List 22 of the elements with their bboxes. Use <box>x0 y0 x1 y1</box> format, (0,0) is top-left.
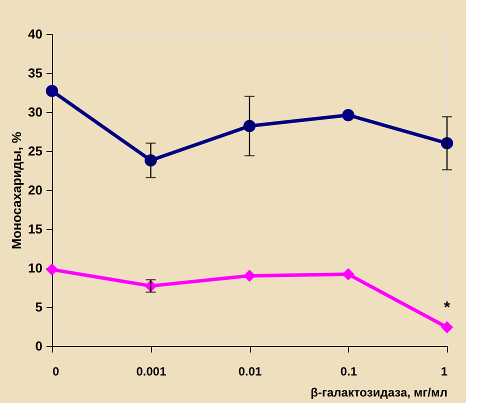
x-tick-label: 0 <box>52 364 60 378</box>
x-axis-title: β-галактозидаза, мг/мл <box>310 386 448 400</box>
point <box>342 268 354 280</box>
y-tick-label: 10 <box>28 260 42 276</box>
x-tick-label: 0.01 <box>238 364 262 378</box>
y-tick-label: 30 <box>28 104 42 120</box>
x-tick-label: 0.1 <box>340 364 358 378</box>
point <box>440 321 454 334</box>
y-axis-title: Моносахариды, % <box>9 131 24 250</box>
y-tick-label: 35 <box>28 66 42 80</box>
point <box>46 84 58 98</box>
y-tick-label: 0 <box>35 338 42 354</box>
y-tick-label: 15 <box>28 222 42 236</box>
point <box>342 109 354 122</box>
y-tick-label: 40 <box>28 26 42 42</box>
annotation: * <box>444 299 451 316</box>
y-tick-label: 5 <box>35 300 42 314</box>
x-tick-label: 0.001 <box>136 364 167 378</box>
x-tick-label: 1 <box>440 364 448 378</box>
y-tick-label: 25 <box>28 144 42 158</box>
point <box>46 263 58 276</box>
y-tick-label: 20 <box>28 182 42 198</box>
